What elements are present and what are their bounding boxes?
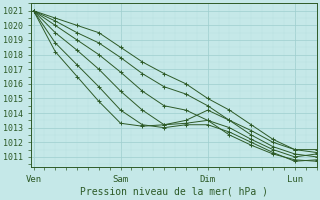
X-axis label: Pression niveau de la mer( hPa ): Pression niveau de la mer( hPa ) — [80, 187, 268, 197]
